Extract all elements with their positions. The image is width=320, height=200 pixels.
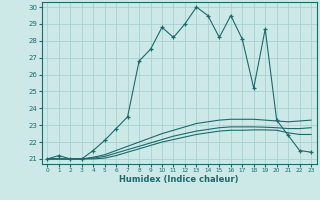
X-axis label: Humidex (Indice chaleur): Humidex (Indice chaleur) <box>119 175 239 184</box>
